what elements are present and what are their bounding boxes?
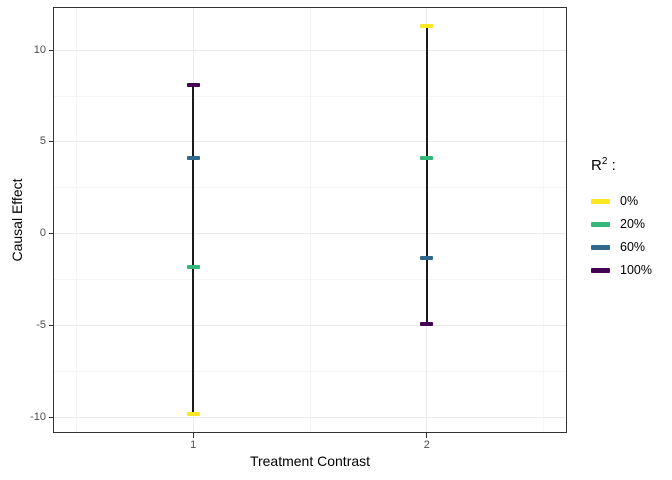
errorbar-cap — [186, 264, 200, 269]
y-tick-mark — [48, 49, 53, 51]
x-tick-mark — [192, 433, 194, 438]
errorbar-cap — [420, 156, 434, 161]
errorbar-cap — [420, 321, 434, 326]
legend-title: R2 : — [591, 156, 664, 174]
errorbar-cap — [420, 24, 434, 29]
y-tick-label: -5 — [36, 319, 46, 332]
y-tick-label: 5 — [39, 135, 46, 148]
errorbar-cap — [186, 83, 200, 88]
legend-entry: 100% — [585, 259, 670, 282]
y-tick-mark — [48, 141, 53, 143]
x-minor-gridline — [543, 7, 545, 433]
legend-entry-label: 60% — [620, 240, 646, 254]
x-minor-gridline — [309, 7, 311, 433]
y-axis-title: Causal Effect — [9, 178, 25, 262]
legend-key-swatch — [591, 222, 610, 227]
y-tick-label: 10 — [33, 43, 46, 56]
legend: R2 : 0% 20% 60% 100% — [585, 156, 670, 282]
x-tick-mark — [426, 433, 428, 438]
x-tick-label: 1 — [190, 439, 197, 451]
legend-entry-label: 20% — [620, 217, 646, 231]
legend-entry: 20% — [585, 213, 670, 236]
legend-title-colon: : — [611, 157, 616, 174]
y-major-gridline — [53, 49, 567, 51]
errorbar-cap — [420, 255, 434, 260]
x-tick-label: 2 — [423, 439, 430, 451]
legend-entries: 0% 20% 60% 100% — [585, 190, 670, 282]
legend-entry-label: 0% — [620, 194, 639, 208]
y-tick-mark — [48, 416, 53, 418]
legend-key-swatch — [591, 199, 610, 204]
y-major-gridline — [53, 141, 567, 143]
errorbar-cap — [186, 156, 200, 161]
errorbar-cap — [186, 411, 200, 416]
y-major-gridline — [53, 233, 567, 235]
legend-entry: 0% — [585, 190, 670, 213]
y-tick-mark — [48, 233, 53, 235]
y-major-gridline — [53, 325, 567, 327]
legend-key-swatch — [591, 268, 610, 273]
errorbar-line — [425, 26, 428, 324]
legend-entry-label: 100% — [620, 263, 652, 277]
legend-title-base: R — [591, 157, 602, 174]
legend-key-swatch — [591, 245, 610, 250]
y-tick-label: -10 — [30, 410, 46, 423]
y-tick-mark — [48, 325, 53, 327]
errorbar-line — [192, 85, 195, 414]
y-tick-label: 0 — [39, 227, 46, 240]
x-axis-title: Treatment Contrast — [249, 453, 371, 469]
y-major-gridline — [53, 416, 567, 418]
legend-title-superscript: 2 — [601, 156, 608, 167]
legend-entry: 60% — [585, 236, 670, 259]
x-minor-gridline — [75, 7, 77, 433]
